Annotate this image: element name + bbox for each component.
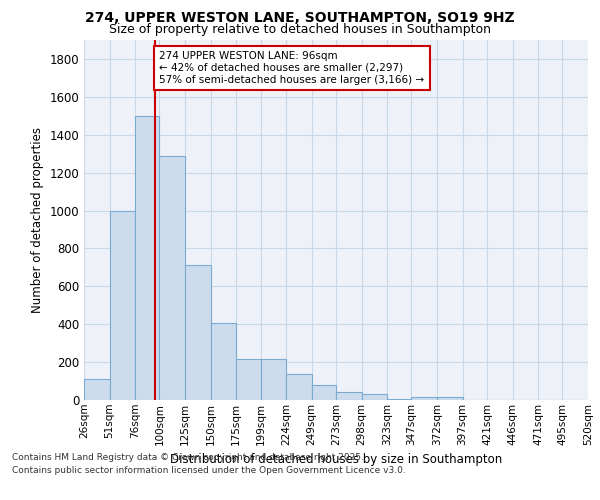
Bar bbox=[84, 379, 110, 400]
Bar bbox=[236, 360, 260, 400]
Bar bbox=[135, 116, 160, 400]
X-axis label: Distribution of detached houses by size in Southampton: Distribution of detached houses by size … bbox=[170, 453, 502, 466]
Text: Contains HM Land Registry data © Crown copyright and database right 2025.: Contains HM Land Registry data © Crown c… bbox=[12, 454, 364, 462]
Bar bbox=[362, 394, 387, 400]
Y-axis label: Number of detached properties: Number of detached properties bbox=[31, 127, 44, 313]
Bar bbox=[110, 210, 135, 400]
Bar bbox=[336, 392, 362, 400]
Bar bbox=[286, 374, 311, 400]
Bar bbox=[412, 397, 437, 400]
Bar bbox=[185, 266, 211, 400]
Bar bbox=[387, 399, 412, 400]
Bar bbox=[211, 324, 236, 400]
Bar bbox=[160, 156, 185, 400]
Text: Contains public sector information licensed under the Open Government Licence v3: Contains public sector information licen… bbox=[12, 466, 406, 475]
Text: 274 UPPER WESTON LANE: 96sqm
← 42% of detached houses are smaller (2,297)
57% of: 274 UPPER WESTON LANE: 96sqm ← 42% of de… bbox=[160, 52, 425, 84]
Bar bbox=[311, 385, 336, 400]
Bar bbox=[437, 397, 463, 400]
Text: 274, UPPER WESTON LANE, SOUTHAMPTON, SO19 9HZ: 274, UPPER WESTON LANE, SOUTHAMPTON, SO1… bbox=[85, 11, 515, 25]
Bar bbox=[260, 360, 286, 400]
Text: Size of property relative to detached houses in Southampton: Size of property relative to detached ho… bbox=[109, 22, 491, 36]
